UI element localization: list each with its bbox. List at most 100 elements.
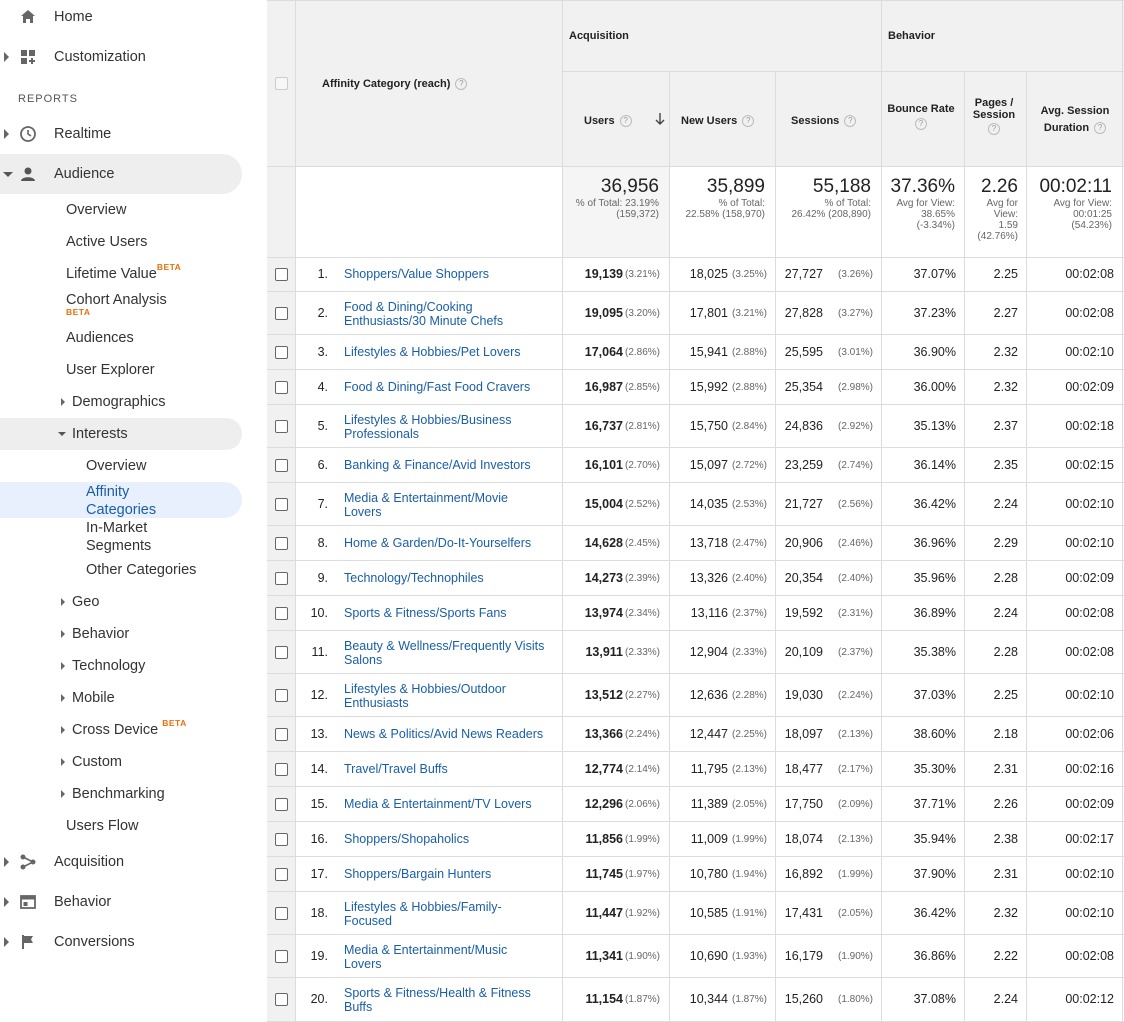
category-link[interactable]: Sports & Fitness/Health & Fitness Buffs [344, 986, 559, 1014]
nav-interests[interactable]: Interests [72, 426, 128, 442]
help-icon[interactable]: ? [1094, 122, 1107, 135]
category-link-line2: Salons [344, 653, 383, 667]
row-checkbox[interactable] [275, 498, 288, 511]
cell-new-users: 15,750 [689, 419, 728, 433]
category-link[interactable]: Beauty & Wellness/Frequently Visits Salon… [344, 639, 559, 667]
row-checkbox[interactable] [275, 798, 288, 811]
category-link[interactable]: Media & Entertainment/Movie Lovers [344, 491, 559, 519]
row-checkbox[interactable] [275, 346, 288, 359]
category-link[interactable]: Sports & Fitness/Sports Fans [344, 606, 559, 620]
help-icon[interactable]: ? [455, 78, 468, 91]
row-index: 7. [317, 497, 328, 511]
category-link[interactable]: News & Politics/Avid News Readers [344, 727, 559, 741]
row-checkbox[interactable] [275, 420, 288, 433]
select-all-checkbox[interactable] [275, 77, 288, 90]
row-index: 20. [310, 992, 328, 1006]
row-checkbox[interactable] [275, 868, 288, 881]
nav-audience-behavior[interactable]: Behavior [72, 626, 130, 642]
nav-other-categories[interactable]: Other Categories [86, 562, 197, 578]
help-icon[interactable]: ? [915, 118, 927, 131]
col-avg-session-duration[interactable]: Avg. Session Duration? [1029, 103, 1121, 137]
category-link[interactable]: Home & Garden/Do-It-Yourselfers [344, 536, 559, 550]
report-table: Affinity Category (reach)? Acquisition B… [267, 0, 1124, 1022]
cell-new-users-percent: (3.21%) [731, 308, 767, 319]
dimension-header[interactable]: Affinity Category (reach)? [322, 78, 468, 91]
category-link[interactable]: Media & Entertainment/Music Lovers [344, 943, 559, 971]
row-checkbox[interactable] [275, 993, 288, 1006]
col-bounce-rate[interactable]: Bounce Rate ? [881, 103, 961, 131]
row-checkbox[interactable] [275, 950, 288, 963]
nav-cohort-analysis[interactable]: Cohort Analysis BETA [66, 292, 167, 317]
help-icon[interactable]: ? [988, 123, 1000, 136]
col-pages-session[interactable]: Pages / Session ? [965, 97, 1023, 136]
nav-customization[interactable]: Customization [0, 37, 260, 77]
row-checkbox[interactable] [275, 607, 288, 620]
cell-users: 16,737 [584, 419, 623, 433]
row-checkbox[interactable] [275, 572, 288, 585]
row-checkbox[interactable] [275, 646, 288, 659]
category-link[interactable]: Media & Entertainment/TV Lovers [344, 797, 559, 811]
category-link[interactable]: Banking & Finance/Avid Investors [344, 458, 559, 472]
col-new-users[interactable]: New Users? [681, 115, 755, 128]
grid-line [267, 404, 1124, 405]
grid-line [267, 291, 1124, 292]
row-checkbox[interactable] [275, 381, 288, 394]
row-checkbox[interactable] [275, 268, 288, 281]
row-checkbox[interactable] [275, 728, 288, 741]
help-icon[interactable]: ? [619, 115, 632, 128]
help-icon[interactable]: ? [742, 115, 755, 128]
nav-lifetime-value[interactable]: Lifetime ValueBETA [66, 262, 181, 282]
category-link[interactable]: Food & Dining/Cooking Enthusiasts/30 Minu… [344, 300, 559, 328]
row-checkbox[interactable] [275, 537, 288, 550]
category-link[interactable]: Lifestyles & Hobbies/Family- Focused [344, 900, 559, 928]
row-checkbox[interactable] [275, 307, 288, 320]
category-link[interactable]: Shoppers/Value Shoppers [344, 267, 559, 281]
col-users[interactable]: Users? [584, 115, 632, 128]
nav-conversions[interactable]: Conversions [0, 922, 260, 962]
row-checkbox[interactable] [275, 689, 288, 702]
category-link[interactable]: Lifestyles & Hobbies/Pet Lovers [344, 345, 559, 359]
nav-acquisition[interactable]: Acquisition [0, 842, 260, 882]
category-link[interactable]: Shoppers/Shopaholics [344, 832, 559, 846]
nav-demographics[interactable]: Demographics [72, 394, 166, 410]
nav-active-users[interactable]: Active Users [66, 234, 148, 250]
category-link-line1: Food & Dining/Cooking [344, 300, 473, 314]
cell-new-users-percent: (2.47%) [731, 538, 767, 549]
nav-user-explorer[interactable]: User Explorer [66, 362, 155, 378]
cell-new-users-percent: (2.37%) [731, 608, 767, 619]
nav-users-flow[interactable]: Users Flow [66, 818, 139, 834]
category-link[interactable]: Shoppers/Bargain Hunters [344, 867, 559, 881]
sort-descending-icon[interactable] [655, 113, 665, 126]
nav-audiences[interactable]: Audiences [66, 330, 134, 346]
nav-in-market-segments[interactable]: In-Market Segments [86, 520, 152, 554]
nav-realtime[interactable]: Realtime [0, 114, 260, 154]
col-sessions[interactable]: Sessions? [791, 115, 857, 128]
row-checkbox[interactable] [275, 907, 288, 920]
total-bounce-value: 37.36% [890, 176, 955, 197]
cell-pages-session: 2.29 [993, 536, 1018, 550]
nav-audience[interactable]: Audience [0, 154, 242, 194]
category-link[interactable]: Lifestyles & Hobbies/Business Professiona… [344, 413, 559, 441]
row-checkbox[interactable] [275, 763, 288, 776]
nav-audience-overview[interactable]: Overview [66, 202, 127, 218]
nav-technology[interactable]: Technology [72, 658, 146, 674]
cell-users-percent: (2.86%) [625, 347, 661, 358]
nav-home[interactable]: Home [0, 0, 260, 37]
nav-interests-overview[interactable]: Overview [86, 458, 147, 474]
category-link[interactable]: Lifestyles & Hobbies/Outdoor Enthusiasts [344, 682, 559, 710]
help-icon[interactable]: ? [844, 115, 857, 128]
nav-geo[interactable]: Geo [72, 594, 100, 610]
category-link[interactable]: Technology/Technophiles [344, 571, 559, 585]
collapse-arrow-icon [3, 172, 13, 177]
nav-cross-device[interactable]: Cross Device BETA [72, 718, 187, 738]
nav-custom[interactable]: Custom [72, 754, 122, 770]
nav-mobile[interactable]: Mobile [72, 690, 115, 706]
row-checkbox[interactable] [275, 833, 288, 846]
row-checkbox[interactable] [275, 459, 288, 472]
category-link[interactable]: Food & Dining/Fast Food Cravers [344, 380, 559, 394]
category-link[interactable]: Travel/Travel Buffs [344, 762, 559, 776]
nav-behavior[interactable]: Behavior [0, 882, 260, 922]
cell-pages-session: 2.28 [993, 645, 1018, 659]
nav-affinity-categories[interactable]: Affinity Categories [86, 484, 157, 518]
nav-benchmarking[interactable]: Benchmarking [72, 786, 165, 802]
